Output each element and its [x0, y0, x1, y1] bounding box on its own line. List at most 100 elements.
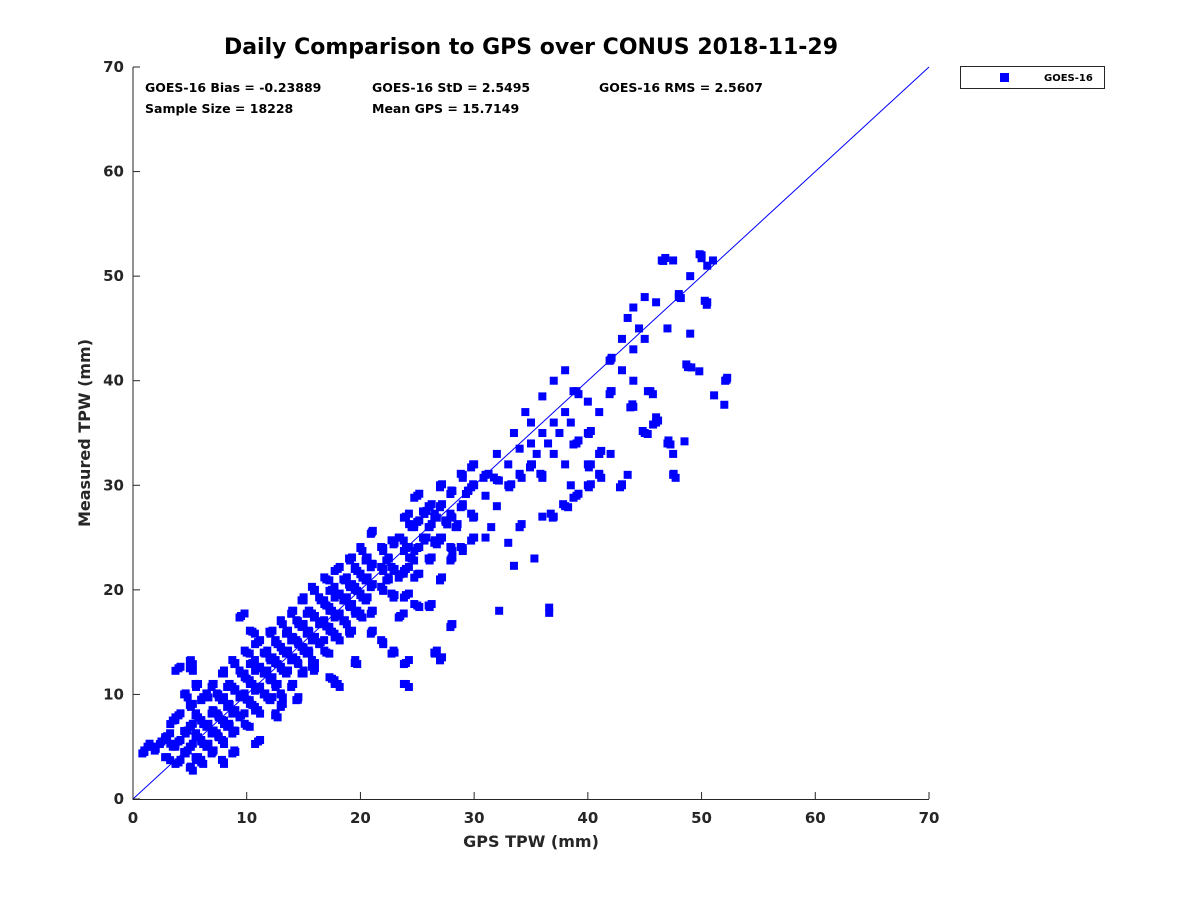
data-point: [415, 603, 424, 612]
data-point: [623, 313, 632, 322]
y-tick-label: 60: [103, 163, 124, 181]
data-point: [199, 759, 208, 768]
data-point: [617, 334, 626, 343]
data-point: [256, 682, 265, 691]
data-point: [268, 693, 277, 702]
data-point: [399, 679, 408, 688]
data-point: [368, 560, 377, 569]
data-point: [399, 513, 408, 522]
data-point: [251, 640, 260, 649]
data-point: [219, 693, 228, 702]
data-point: [399, 660, 408, 669]
data-point: [330, 582, 339, 591]
data-point: [251, 739, 260, 748]
data-point: [538, 392, 547, 401]
data-point: [427, 500, 436, 509]
data-point: [410, 493, 419, 502]
data-point: [530, 554, 539, 563]
data-point: [481, 491, 490, 500]
data-point: [569, 493, 578, 502]
data-point: [432, 513, 441, 522]
y-tick-label: 10: [103, 685, 124, 703]
data-point: [494, 476, 503, 485]
data-point: [268, 673, 277, 682]
data-point: [415, 516, 424, 525]
data-point: [404, 509, 413, 518]
data-point: [335, 682, 344, 691]
data-point: [363, 573, 372, 582]
stat-rms: GOES-16 RMS = 2.5607: [599, 80, 763, 95]
data-point: [389, 593, 398, 602]
data-point: [405, 520, 414, 529]
data-point: [545, 608, 554, 617]
data-point: [635, 324, 644, 333]
data-point: [219, 759, 228, 768]
data-point: [504, 538, 513, 547]
data-point: [325, 586, 334, 595]
x-tick-label: 40: [577, 809, 598, 827]
data-point: [404, 589, 413, 598]
data-points: [138, 250, 732, 775]
data-point: [150, 746, 159, 755]
data-point: [586, 460, 595, 469]
data-point: [240, 609, 249, 618]
data-point: [320, 636, 329, 645]
data-point: [561, 460, 570, 469]
data-point: [194, 679, 203, 688]
data-point: [204, 739, 213, 748]
data-point: [209, 746, 218, 755]
data-point: [325, 649, 334, 658]
data-point: [294, 693, 303, 702]
data-point: [538, 512, 547, 521]
data-point: [188, 666, 197, 675]
data-point: [399, 547, 408, 556]
data-point: [723, 373, 732, 382]
data-point: [404, 656, 413, 665]
data-point: [155, 739, 164, 748]
data-point: [289, 606, 298, 615]
data-point: [703, 261, 712, 270]
data-point: [309, 666, 318, 675]
data-point: [586, 427, 595, 435]
data-point: [320, 619, 329, 628]
data-point: [219, 666, 228, 675]
legend-label-goes16: GOES-16: [1044, 73, 1093, 84]
data-point: [643, 430, 652, 438]
data-point: [394, 533, 403, 542]
data-point: [521, 408, 530, 417]
data-point: [278, 699, 287, 708]
x-tick-label: 10: [236, 809, 257, 827]
data-point: [422, 533, 431, 542]
data-point: [432, 646, 441, 655]
data-point: [330, 566, 339, 575]
data-point: [586, 480, 595, 489]
y-tick-label: 0: [114, 790, 124, 808]
data-point: [680, 437, 689, 446]
data-point: [448, 487, 457, 496]
data-point: [256, 636, 265, 645]
data-point: [528, 460, 536, 469]
data-point: [686, 272, 695, 281]
data-point: [368, 526, 377, 535]
data-point: [166, 729, 175, 738]
data-point: [188, 766, 197, 775]
data-point: [404, 562, 413, 571]
data-point: [384, 553, 393, 562]
data-point: [240, 646, 249, 655]
data-point: [171, 739, 180, 748]
data-point: [219, 739, 228, 748]
data-point: [469, 480, 478, 489]
data-point: [527, 418, 535, 427]
data-point: [504, 460, 513, 469]
data-point: [443, 520, 452, 529]
data-point: [527, 439, 535, 448]
data-point: [638, 427, 647, 435]
data-point: [348, 626, 357, 635]
data-point: [430, 509, 439, 518]
x-tick-label: 30: [464, 809, 485, 827]
data-point: [353, 660, 362, 669]
data-point: [245, 722, 254, 731]
data-point: [427, 600, 436, 609]
data-point: [661, 253, 670, 262]
